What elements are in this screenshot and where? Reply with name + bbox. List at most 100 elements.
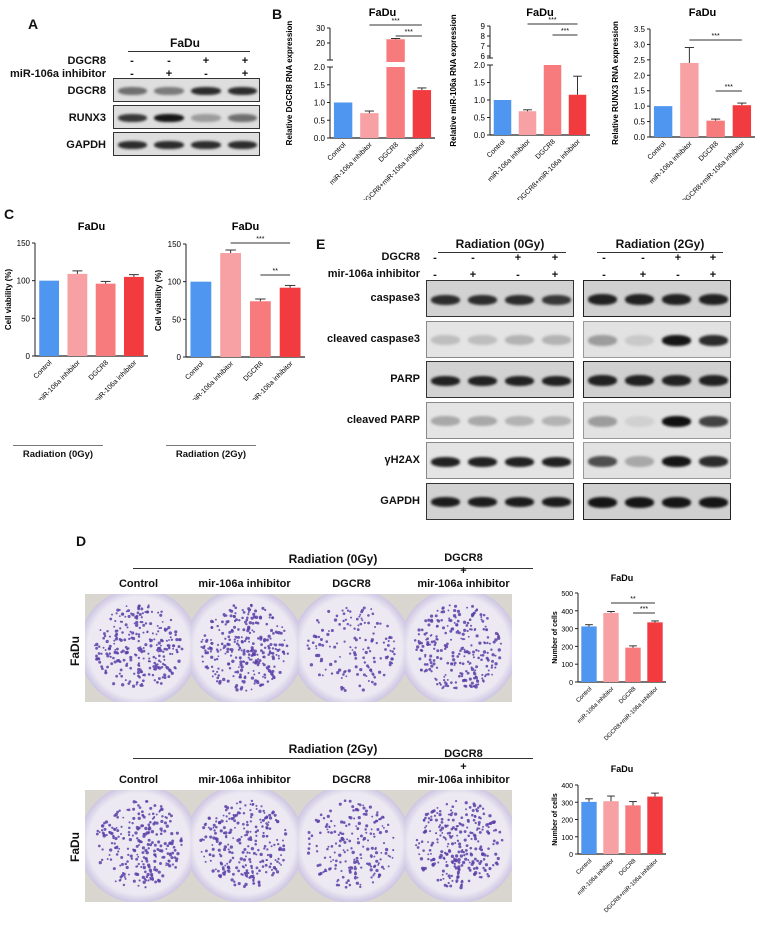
protein-band — [698, 415, 729, 427]
chart-mir106a-rna-expression: FaDu Relative miR-106a RNA expression 0.0 0… — [449, 7, 590, 200]
condition-sign: - — [602, 269, 606, 281]
protein-band — [154, 114, 184, 122]
blot-dgcr8 — [113, 78, 260, 102]
protein-band — [587, 375, 618, 386]
colony-column-label: Control — [118, 578, 159, 590]
bar — [647, 622, 663, 682]
protein-band — [227, 141, 258, 149]
protein-band — [504, 497, 535, 507]
protein-band — [624, 334, 655, 346]
significance-label: ** — [630, 596, 636, 603]
chart-title: FaDu — [611, 764, 634, 774]
condition-sign: - — [471, 252, 475, 264]
svg-text:300: 300 — [561, 627, 573, 634]
bar — [603, 801, 619, 854]
colony-dots — [95, 800, 183, 889]
colony-dish — [85, 594, 192, 702]
svg-text:0.0: 0.0 — [314, 134, 326, 143]
condition-sign: - — [167, 55, 171, 67]
svg-text:0.5: 0.5 — [634, 118, 646, 127]
colony-column-label: Control — [118, 774, 159, 786]
blot-right-3 — [583, 401, 731, 439]
colony-column-label: + — [460, 761, 467, 773]
panel-a-letter: A — [28, 16, 39, 32]
protein-band — [154, 141, 184, 149]
protein-band — [117, 114, 148, 122]
panel-d-letter: D — [76, 533, 87, 549]
protein-band — [117, 141, 148, 149]
svg-text:2.0: 2.0 — [314, 63, 326, 72]
protein-band — [227, 87, 258, 95]
blot-left-3 — [426, 401, 574, 439]
bar-upper — [386, 39, 405, 62]
bar — [625, 805, 641, 854]
protein-band — [504, 335, 535, 345]
protein-band — [154, 87, 184, 95]
colony-column-label: DGCR8 — [444, 748, 483, 760]
panel-d-section-line — [133, 568, 533, 569]
chart-title: FaDu — [369, 7, 397, 19]
protein-band — [587, 456, 618, 467]
protein-band — [504, 375, 535, 386]
significance-label: *** — [405, 29, 413, 36]
blot-left-1 — [426, 320, 574, 358]
svg-text:400: 400 — [561, 609, 573, 616]
svg-text:0.0: 0.0 — [634, 133, 646, 142]
bar — [67, 273, 88, 356]
condition-sign: + — [241, 55, 249, 67]
blot-label: cleaved caspase3 — [327, 332, 420, 345]
condition-sign: - — [130, 55, 134, 67]
bar — [249, 301, 271, 357]
protein-band — [624, 415, 655, 427]
bar — [647, 796, 663, 854]
bar — [581, 801, 597, 854]
bar — [568, 94, 587, 135]
panel-a-cell-line: FaDu — [170, 36, 200, 50]
svg-text:150: 150 — [168, 240, 182, 249]
blot-left-0 — [426, 280, 574, 317]
category-label: DGCR8 — [378, 141, 400, 163]
bar — [95, 283, 116, 356]
dish-plate — [191, 790, 298, 902]
panel-d-section-title: Radiation (2Gy) — [288, 742, 378, 756]
colony-column-label: mir-106a inhibitor — [198, 774, 291, 786]
blot-label: PARP — [390, 373, 420, 385]
panel-c-group-label-0gy: Radiation (0Gy) — [22, 449, 94, 460]
chart-title: FaDu — [232, 221, 260, 233]
svg-text:50: 50 — [172, 315, 181, 324]
protein-band — [191, 141, 221, 149]
colony-dish — [85, 790, 192, 902]
colony-dots — [93, 604, 184, 688]
protein-band — [504, 294, 535, 305]
condition-sign: + — [469, 269, 477, 281]
bar — [581, 626, 597, 682]
blot-label: DGCR8 — [67, 85, 106, 97]
colony-dish — [191, 594, 298, 702]
condition-sign: + — [551, 269, 559, 281]
panel-a-divider — [128, 51, 250, 52]
protein-band — [541, 497, 572, 507]
condition-sign: - — [433, 252, 437, 264]
colony-dish — [191, 790, 298, 902]
svg-text:1.0: 1.0 — [314, 99, 326, 108]
colony-dots — [306, 606, 396, 692]
panel-c-group-line-0gy — [13, 445, 103, 446]
blot-label: GAPDH — [380, 494, 420, 507]
svg-text:0: 0 — [569, 680, 573, 687]
blot-right-5 — [583, 482, 731, 520]
y-axis-label: Relative RUNX3 RNA expression — [611, 21, 620, 145]
blot-label: RUNX3 — [68, 112, 106, 124]
category-label: Control — [486, 138, 507, 159]
protein-band — [541, 456, 572, 467]
bar — [412, 90, 432, 138]
protein-band — [191, 87, 221, 95]
svg-text:0.0: 0.0 — [474, 131, 486, 140]
significance-label: *** — [712, 33, 720, 40]
bar — [279, 287, 301, 357]
svg-text:500: 500 — [561, 591, 573, 598]
panel-e-letter: E — [316, 236, 326, 252]
svg-text:0: 0 — [569, 852, 573, 859]
protein-band — [467, 375, 498, 386]
category-label: Control — [575, 686, 593, 704]
protein-band — [661, 496, 692, 508]
